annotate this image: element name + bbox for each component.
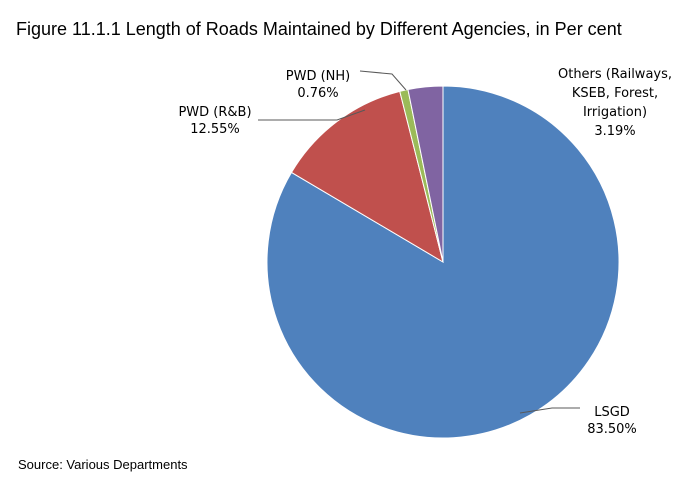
slice-label: PWD (NH) 0.76% xyxy=(286,69,350,101)
slice-label-line: 0.76% xyxy=(297,86,338,101)
slice-label: PWD (R&B) 12.55% xyxy=(178,105,251,137)
slice-labels: LSGD 83.50% PWD (R&B) 12.55% PWD (NH) 0.76% Ot… xyxy=(178,67,672,437)
slice-label-line: 12.55% xyxy=(190,122,240,137)
pie-slice-others-railways-kseb-forest-irrigation xyxy=(407,85,444,263)
slice-label-line: KSEB, Forest, xyxy=(572,86,658,101)
chart-title: Figure 11.1.1 Length of Roads Maintained… xyxy=(16,19,622,39)
slice-label-line: PWD (NH) xyxy=(286,69,350,84)
leader-line xyxy=(258,109,366,121)
slice-label-line: PWD (R&B) xyxy=(178,105,251,120)
pie-slice-pwd-r-b xyxy=(290,90,444,264)
leader-line xyxy=(359,70,407,91)
slice-label-line: Others (Railways, xyxy=(558,67,672,82)
slice-label: Others (Railways, KSEB, Forest, Irrigation… xyxy=(558,67,672,139)
slice-label-line: LSGD xyxy=(594,405,630,420)
leader-lines xyxy=(258,70,580,414)
pie-slices xyxy=(266,85,620,439)
slice-label: LSGD 83.50% xyxy=(587,405,637,437)
leader-line xyxy=(519,407,580,414)
source-note: Source: Various Departments xyxy=(18,457,188,472)
slice-label-line: 83.50% xyxy=(587,422,637,437)
slice-label-line: 3.19% xyxy=(594,124,635,139)
slice-label-line: Irrigation) xyxy=(583,105,647,120)
